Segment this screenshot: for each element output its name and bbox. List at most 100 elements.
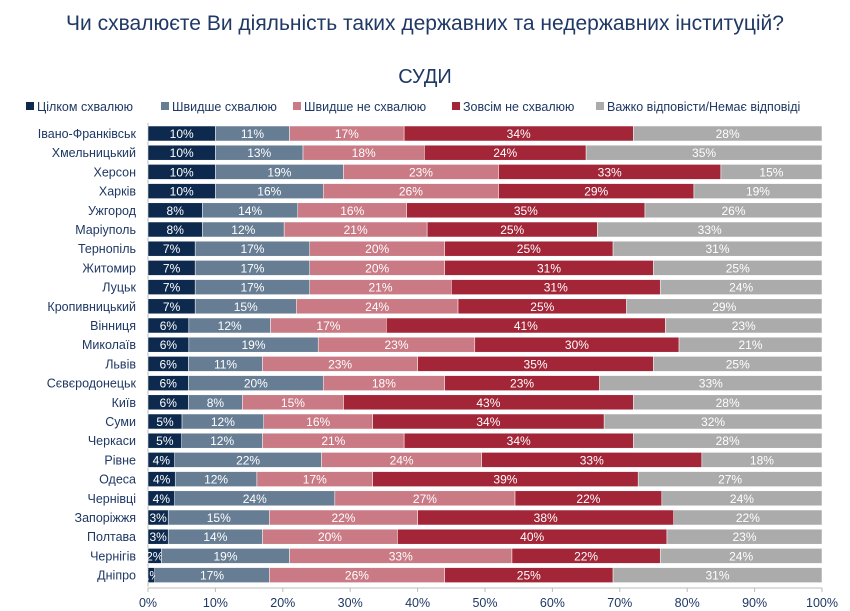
category-label: Кропивницький	[47, 300, 136, 314]
category-label: Суми	[105, 415, 136, 429]
data-label: 23%	[328, 357, 352, 371]
data-label: 24%	[390, 453, 414, 467]
data-label: 31%	[706, 242, 730, 256]
data-label: 29%	[584, 185, 608, 199]
data-label: 32%	[701, 415, 725, 429]
category-label: Миколаїв	[82, 338, 136, 352]
bar-segment	[644, 202, 823, 219]
data-label: 10%	[170, 127, 194, 141]
x-tick-label: 100%	[806, 596, 838, 610]
legend-swatch	[26, 102, 34, 110]
data-label: 35%	[524, 357, 548, 371]
data-label: 19%	[267, 165, 291, 179]
category-label: Тернопіль	[78, 242, 136, 256]
data-label: 23%	[732, 530, 756, 544]
category-label: Івано-Франківськ	[38, 127, 137, 141]
legend-label: Швидше схвалюю	[172, 100, 277, 114]
data-label: 23%	[384, 338, 408, 352]
category-label: Полтава	[87, 530, 136, 544]
x-tick-label: 10%	[203, 596, 228, 610]
data-label: 10%	[170, 146, 194, 160]
data-label: 4%	[153, 473, 171, 487]
data-label: 17%	[316, 319, 340, 333]
data-label: 35%	[514, 204, 538, 218]
data-label: 10%	[170, 185, 194, 199]
data-label: 3%	[149, 530, 167, 544]
x-tick-label: 60%	[540, 596, 565, 610]
data-label: 16%	[306, 415, 330, 429]
data-label: 7%	[163, 242, 181, 256]
data-label: 25%	[517, 242, 541, 256]
data-label: 22%	[236, 453, 260, 467]
category-label: Запоріжжя	[75, 511, 136, 525]
category-label: Дніпро	[97, 569, 136, 583]
data-label: 17%	[303, 473, 327, 487]
chart-subtitle: СУДИ	[398, 66, 452, 88]
data-label: 24%	[730, 492, 754, 506]
data-label: 4%	[153, 492, 171, 506]
data-label: 31%	[706, 569, 730, 583]
category-label: Вінниця	[90, 319, 136, 333]
category-label: Житомир	[82, 261, 136, 275]
x-tick-label: 70%	[607, 596, 632, 610]
data-label: 34%	[507, 434, 531, 448]
data-label: 25%	[517, 569, 541, 583]
data-label: 27%	[413, 492, 437, 506]
data-label: 15%	[234, 300, 258, 314]
category-label: Чернівці	[88, 492, 137, 506]
data-label: 24%	[729, 549, 753, 563]
bar-segment	[626, 298, 823, 315]
data-label: 33%	[698, 223, 722, 237]
x-tick-label: 80%	[675, 596, 700, 610]
x-tick-label: 0%	[139, 596, 157, 610]
data-label: 17%	[240, 281, 264, 295]
data-label: 26%	[399, 185, 423, 199]
category-label: Львів	[105, 357, 136, 371]
data-label: 38%	[534, 511, 558, 525]
chart-title: Чи схвалюєте Ви діяльність таких державн…	[66, 12, 784, 35]
data-label: 17%	[240, 261, 264, 275]
data-label: 30%	[565, 338, 589, 352]
data-label: 15%	[207, 511, 231, 525]
data-label: 28%	[716, 434, 740, 448]
data-label: 16%	[257, 185, 281, 199]
bar-segment	[661, 490, 823, 507]
bar-segment	[599, 375, 823, 391]
data-label: 27%	[718, 473, 742, 487]
data-label: 34%	[507, 127, 531, 141]
data-label: 29%	[712, 300, 736, 314]
data-label: 24%	[493, 146, 517, 160]
data-label: 12%	[210, 434, 234, 448]
data-label: 12%	[218, 319, 242, 333]
data-label: 22%	[576, 492, 600, 506]
legend-swatch	[596, 102, 604, 110]
bar-segment	[701, 452, 823, 468]
x-tick-label: 50%	[472, 596, 497, 610]
x-tick-label: 90%	[742, 596, 767, 610]
data-label: 8%	[207, 396, 225, 410]
data-label: 31%	[537, 261, 561, 275]
x-tick-label: 30%	[338, 596, 363, 610]
data-label: 23%	[732, 319, 756, 333]
category-label: Ужгород	[88, 204, 137, 218]
data-label: 17%	[240, 242, 264, 256]
bar-segment	[597, 221, 823, 238]
category-label: Чернігів	[90, 549, 136, 563]
data-label: 20%	[318, 530, 342, 544]
bar-segment	[612, 240, 823, 257]
data-label: 34%	[476, 415, 500, 429]
data-label: 39%	[493, 473, 517, 487]
data-label: 5%	[156, 434, 174, 448]
data-label: 8%	[167, 223, 185, 237]
bar-segment	[665, 317, 823, 334]
data-label: 24%	[365, 300, 389, 314]
data-label: 19%	[213, 549, 237, 563]
bar-segment	[720, 164, 823, 180]
data-label: 20%	[365, 261, 389, 275]
data-label: 14%	[238, 204, 262, 218]
bar-segment	[633, 432, 823, 449]
data-label: 22%	[574, 549, 598, 563]
data-label: 28%	[716, 127, 740, 141]
bar-segment	[659, 279, 823, 295]
bar-segment	[653, 356, 823, 372]
